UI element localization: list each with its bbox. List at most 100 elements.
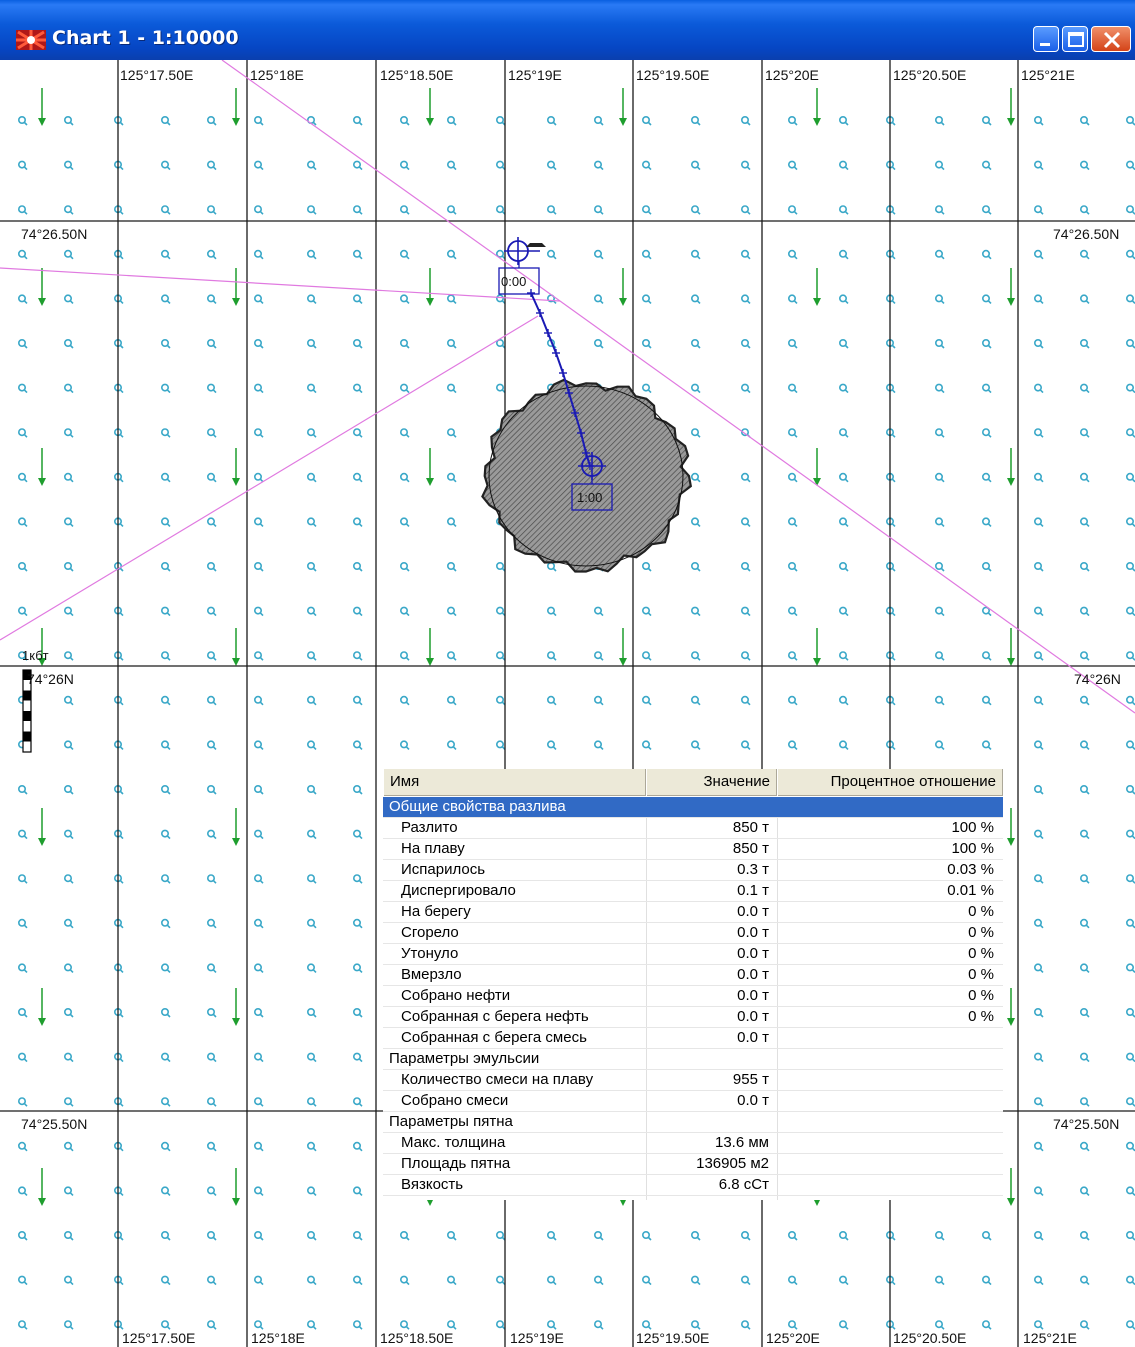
current-marker-icon	[1033, 1320, 1044, 1330]
current-marker-icon	[593, 1320, 604, 1330]
current-marker-icon	[495, 249, 506, 260]
property-row[interactable]: Площадь пятна 136905 м2	[383, 1154, 1003, 1175]
column-divider	[646, 797, 647, 1200]
current-marker-icon	[787, 1230, 798, 1241]
wind-arrow-icon	[1007, 448, 1015, 486]
window-titlebar[interactable]: Chart 1 - 1:10000	[0, 0, 1135, 60]
current-marker-icon	[1079, 115, 1090, 126]
property-row[interactable]: Макс. толщина 13.6 мм	[383, 1133, 1003, 1154]
current-marker-icon	[446, 606, 457, 617]
current-marker-icon	[495, 561, 506, 572]
current-marker-icon	[17, 205, 28, 215]
wind-arrow-icon	[619, 268, 627, 306]
current-marker-icon	[1033, 517, 1044, 527]
current-marker-icon	[1079, 1275, 1090, 1286]
oil-slick-outline	[488, 385, 684, 567]
current-marker-icon	[1125, 249, 1135, 260]
current-marker-icon	[160, 1320, 171, 1330]
current-marker-icon	[306, 1007, 317, 1018]
current-marker-icon	[787, 1275, 798, 1286]
current-marker-icon	[495, 1320, 506, 1330]
current-marker-icon	[1079, 1141, 1090, 1152]
current-marker-icon	[206, 294, 217, 304]
current-marker-icon	[787, 249, 798, 260]
current-marker-icon	[17, 829, 28, 840]
current-marker-icon	[740, 1275, 751, 1286]
current-marker-icon	[63, 205, 74, 215]
property-row[interactable]: Количество смеси на плаву 955 т	[383, 1070, 1003, 1091]
column-header-name[interactable]: Имя	[383, 769, 646, 796]
current-marker-icon	[740, 561, 751, 572]
current-marker-icon	[787, 428, 798, 438]
property-row[interactable]: На плаву 850 т 100 %	[383, 839, 1003, 860]
property-value	[646, 1049, 777, 1069]
property-group-row[interactable]: Общие свойства разлива	[383, 797, 1003, 818]
property-group-row[interactable]: Параметры эмульсии	[383, 1049, 1003, 1070]
property-row[interactable]: На берегу 0.0 т 0 %	[383, 902, 1003, 923]
current-marker-icon	[352, 115, 363, 126]
current-marker-icon	[1125, 1275, 1135, 1286]
current-marker-icon	[399, 160, 410, 171]
current-marker-icon	[160, 294, 171, 304]
current-marker-icon	[981, 651, 992, 661]
current-marker-icon	[253, 740, 264, 750]
chart-map[interactable]	[0, 60, 1135, 1347]
current-marker-icon	[934, 160, 945, 171]
current-marker-icon	[1033, 963, 1044, 973]
current-marker-icon	[981, 561, 992, 572]
current-marker-icon	[838, 606, 849, 617]
current-marker-icon	[1125, 561, 1135, 572]
property-value: 6.8 сСт	[718, 1176, 769, 1193]
current-marker-icon	[352, 1230, 363, 1241]
current-marker-icon	[838, 1275, 849, 1286]
current-marker-icon	[934, 606, 945, 617]
current-marker-icon	[63, 874, 74, 884]
property-row[interactable]: Собрано смеси 0.0 т	[383, 1091, 1003, 1112]
current-marker-icon	[934, 294, 945, 304]
current-marker-icon	[113, 472, 124, 483]
property-percent	[777, 1091, 1003, 1111]
current-marker-icon	[206, 1320, 217, 1330]
current-marker-icon	[495, 1275, 506, 1286]
property-row[interactable]: Вязкость 6.8 сСт	[383, 1175, 1003, 1196]
current-marker-icon	[1033, 1141, 1044, 1152]
current-marker-icon	[1125, 784, 1135, 795]
current-marker-icon	[641, 160, 652, 171]
current-marker-icon	[1079, 606, 1090, 617]
maximize-button[interactable]	[1062, 26, 1088, 52]
property-row[interactable]: Собранная с берега смесь 0.0 т	[383, 1028, 1003, 1049]
current-marker-icon	[981, 249, 992, 260]
current-marker-icon	[740, 740, 751, 750]
spill-properties-panel[interactable]: Имя Значение Процентное отношение Общие …	[383, 769, 1003, 1200]
current-marker-icon	[1033, 695, 1044, 706]
column-header-value[interactable]: Значение	[646, 769, 777, 796]
close-button[interactable]	[1091, 26, 1131, 52]
current-marker-icon	[63, 561, 74, 572]
property-percent: 0.01 %	[947, 882, 994, 899]
lon-label-bottom: 125°18E	[251, 1330, 305, 1346]
property-row[interactable]: Утонуло 0.0 т 0 %	[383, 944, 1003, 965]
current-marker-icon	[113, 1230, 124, 1241]
wind-arrow-icon	[38, 628, 46, 666]
property-name: Испарилось	[401, 861, 486, 878]
property-row[interactable]: Собрано нефти 0.0 т 0 %	[383, 986, 1003, 1007]
current-marker-icon	[1125, 1320, 1135, 1330]
lat-label-right: 74°25.50N	[1053, 1116, 1120, 1132]
chart-canvas[interactable]: 125°17.50E 125°18E 125°18.50E 125°19E 12…	[0, 60, 1135, 1347]
property-row[interactable]: Испарилось 0.3 т 0.03 %	[383, 860, 1003, 881]
property-row[interactable]: Вмерзло 0.0 т 0 %	[383, 965, 1003, 986]
column-header-percent[interactable]: Процентное отношение	[777, 769, 1003, 796]
current-marker-icon	[253, 1186, 264, 1196]
property-row[interactable]: Диспергировало 0.1 т 0.01 %	[383, 881, 1003, 902]
current-marker-icon	[160, 1186, 171, 1196]
property-group-row[interactable]: Параметры пятна	[383, 1112, 1003, 1133]
property-row[interactable]: Разлито 850 т 100 %	[383, 818, 1003, 839]
property-value: 0.0 т	[737, 945, 769, 962]
property-row[interactable]: Сгорело 0.0 т 0 %	[383, 923, 1003, 944]
current-marker-icon	[838, 294, 849, 304]
minimize-button[interactable]	[1033, 26, 1059, 52]
current-marker-icon	[253, 1275, 264, 1286]
current-marker-icon	[1125, 517, 1135, 527]
ship-icon	[526, 243, 546, 247]
property-row[interactable]: Собранная с берега нефть 0.0 т 0 %	[383, 1007, 1003, 1028]
